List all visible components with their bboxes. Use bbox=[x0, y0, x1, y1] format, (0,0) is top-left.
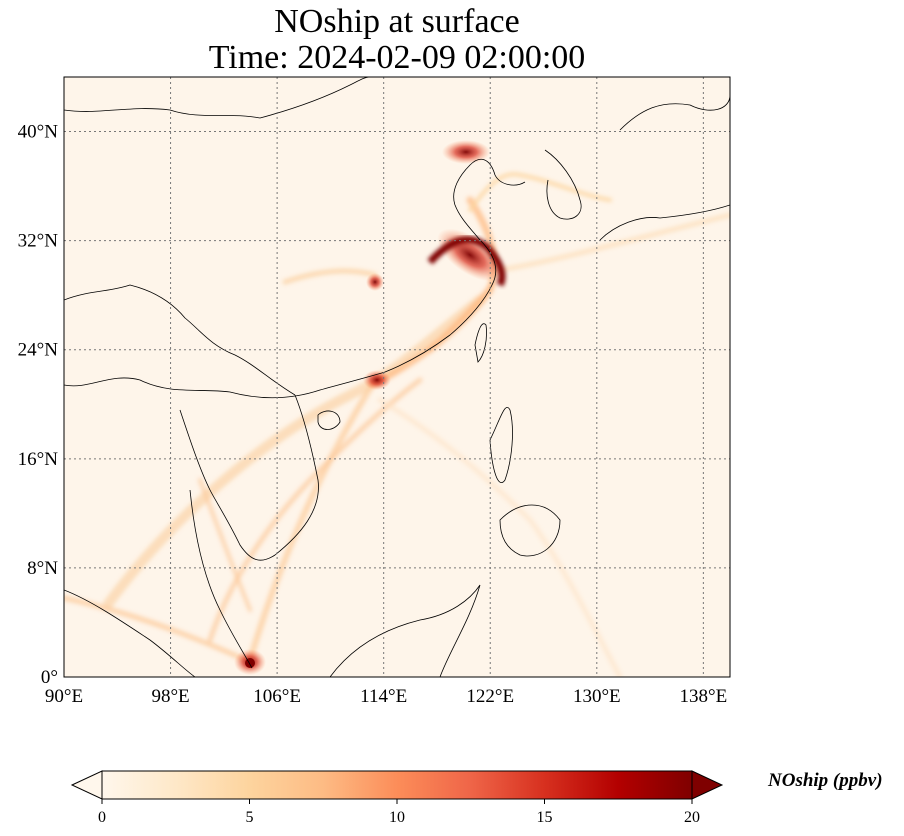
coastlines bbox=[64, 77, 730, 677]
colorbar-tick-label: 0 bbox=[98, 809, 106, 826]
x-tick-label: 90°E bbox=[45, 686, 83, 707]
indochina bbox=[179, 394, 319, 561]
y-tick-label: 0° bbox=[41, 667, 58, 688]
japan-north bbox=[619, 94, 730, 131]
hotspot-singapore-core bbox=[245, 658, 255, 668]
gridlines bbox=[64, 77, 730, 677]
colorbar-extend-high bbox=[691, 770, 724, 800]
x-tick-label: 130°E bbox=[573, 686, 621, 707]
china-east-coast bbox=[64, 158, 526, 399]
philippines-luzon bbox=[489, 407, 513, 483]
y-tick-label: 8°N bbox=[27, 558, 58, 579]
colorbar-tick-label: 5 bbox=[246, 809, 254, 826]
lane-taiwan-strait bbox=[427, 282, 495, 353]
sumatra bbox=[64, 589, 196, 677]
x-tick-label: 106°E bbox=[253, 686, 301, 707]
x-tick-label: 138°E bbox=[680, 686, 728, 707]
hotspot-wuhan bbox=[366, 273, 384, 291]
colorbar-title: NOship (ppbv) bbox=[768, 770, 883, 791]
colorbar-tick-label: 10 bbox=[389, 809, 405, 826]
taiwan bbox=[474, 323, 487, 363]
lane-bohai bbox=[468, 172, 612, 212]
lane-thailand-gulf bbox=[198, 478, 252, 612]
concentration-field bbox=[64, 140, 730, 677]
korea-peninsula bbox=[544, 149, 582, 220]
philippines-mindanao bbox=[499, 504, 561, 557]
y-tick-label: 40°N bbox=[18, 122, 59, 143]
x-tick-label: 122°E bbox=[466, 686, 514, 707]
x-tick-label: 114°E bbox=[360, 686, 407, 707]
colorbar-extend-low bbox=[70, 770, 103, 800]
title-line-1: NOship at surface bbox=[274, 3, 520, 40]
lane-singapore-to-prd bbox=[247, 382, 375, 663]
hotspot-bohai bbox=[442, 140, 490, 164]
shipping-lanes bbox=[64, 172, 730, 677]
lane-japan bbox=[497, 212, 730, 273]
lane-inland-yangtze bbox=[282, 268, 378, 285]
border-china-north bbox=[64, 77, 371, 119]
colorbar-tick-label: 20 bbox=[684, 809, 700, 826]
map-background bbox=[64, 77, 730, 677]
border-china-sw bbox=[64, 284, 296, 396]
y-tick-label: 32°N bbox=[18, 231, 59, 252]
malay-peninsula bbox=[189, 489, 253, 669]
japan-kyushu-honshu bbox=[599, 204, 730, 241]
lane-vietnam-coast bbox=[207, 377, 423, 643]
map-title: NOship at surface Time: 2024-02-09 02:00… bbox=[64, 4, 730, 76]
map-frame bbox=[63, 76, 731, 678]
hotspot-yangtze-core bbox=[427, 236, 506, 287]
colorbar: 0 5 10 15 20 bbox=[70, 770, 724, 826]
x-tick-label: 98°E bbox=[151, 686, 189, 707]
lane-south-china-sea-main bbox=[103, 295, 485, 609]
lane-philippines bbox=[377, 397, 623, 677]
colorbar-tick-label: 15 bbox=[537, 809, 553, 826]
y-axis-ticks: 0° 8°N 16°N 24°N 32°N 40°N bbox=[18, 122, 59, 688]
x-axis-ticks: 90°E 98°E 106°E 114°E 122°E 130°E 138°E bbox=[45, 686, 727, 707]
title-line-2: Time: 2024-02-09 02:00:00 bbox=[208, 39, 586, 76]
colorbar-bar bbox=[101, 770, 693, 800]
colorbar-ticks: 0 5 10 15 20 bbox=[98, 799, 700, 826]
lane-malacca bbox=[64, 595, 253, 665]
hotspot-prd bbox=[363, 370, 391, 390]
borneo bbox=[329, 584, 481, 677]
y-tick-label: 24°N bbox=[18, 340, 59, 361]
y-tick-label: 16°N bbox=[18, 449, 59, 470]
hainan bbox=[317, 410, 341, 430]
hotspots bbox=[234, 140, 506, 675]
